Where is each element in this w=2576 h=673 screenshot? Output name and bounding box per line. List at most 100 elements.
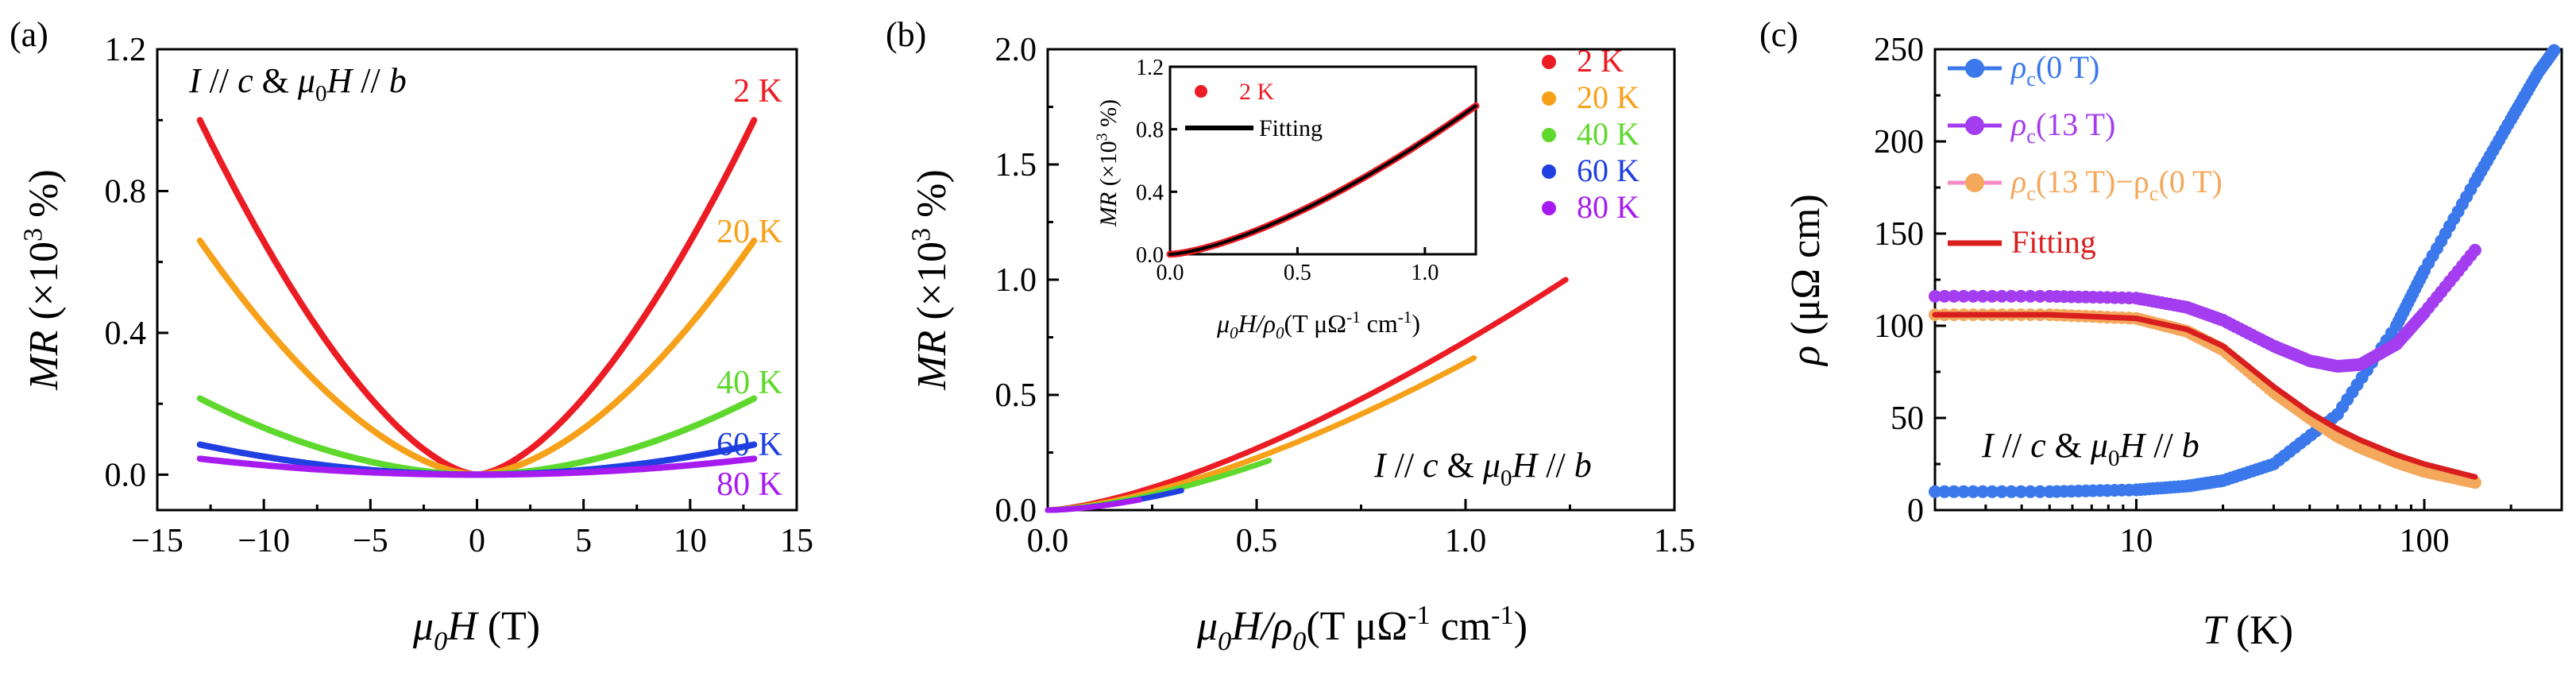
inset-y-axis-label-part: MR [1095, 192, 1122, 227]
annotation-part: μ [297, 61, 315, 100]
x-tick-label: 100 [2400, 523, 2450, 559]
legend-label-part: c [2026, 124, 2036, 148]
inset-y-axis-label: MR (×103 %) [1094, 99, 1122, 227]
x-tick-label: −10 [238, 523, 290, 559]
series-label: 60 K [716, 427, 782, 463]
x-axis-label-part: 0 [1292, 626, 1306, 656]
x-axis-label-part: ) [1514, 604, 1527, 649]
panel-label: (a) [10, 15, 48, 54]
y-tick-label: 0.8 [105, 173, 147, 210]
legend-marker [1965, 116, 1984, 135]
inset-x-tick-label: 0.0 [1157, 261, 1184, 285]
inset-fit-line [1168, 104, 1477, 256]
series-points [1929, 243, 2481, 373]
data-point [2024, 485, 2037, 498]
annotation-part: // [1994, 426, 2030, 465]
x-axis-label-part: 0 [1218, 626, 1231, 656]
annotation: I // c & μ0H // b [1981, 426, 2199, 471]
data-point [2033, 289, 2047, 303]
legend-label: ρc(0 T) [2010, 49, 2099, 91]
legend-label-part: (13 T) [2036, 106, 2115, 142]
data-point [1995, 289, 2009, 303]
legend-marker [1542, 128, 1556, 142]
x-tick-label: 0.5 [1236, 523, 1278, 559]
y-axis-label-part: ρ [1783, 346, 1829, 367]
data-point [2014, 485, 2028, 498]
y-tick-label: 100 [1874, 308, 1924, 345]
inset-x-tick-label: 1.0 [1411, 261, 1439, 285]
x-axis-label-part: H/ρ [1230, 604, 1292, 649]
x-axis-label-part: μ [412, 604, 434, 649]
series-line [196, 117, 758, 478]
x-tick-label: 1.5 [1654, 523, 1696, 559]
series-label: 80 K [716, 466, 782, 503]
annotation-part: b [1574, 446, 1592, 485]
annotation-part: & [2046, 426, 2091, 465]
x-axis-label-part: μ [1196, 604, 1218, 649]
annotation-part: c [1423, 446, 1439, 485]
plot-frame [156, 48, 798, 512]
y-tick-label: 1.0 [995, 262, 1037, 299]
legend-label: 60 K [1577, 153, 1639, 188]
x-axis-label-part: (T μΩ [1306, 604, 1408, 649]
data-point [2468, 476, 2481, 489]
series-line [1932, 311, 2478, 480]
annotation-part: // [2145, 426, 2181, 465]
inset-frame [1168, 65, 1477, 256]
inset-legend-label: Fitting [1259, 115, 1323, 141]
data-point [1938, 485, 1951, 498]
inset-y-axis-label-part: 3 [1094, 133, 1111, 141]
data-point [1948, 289, 1960, 303]
y-axis-label-part: (μΩ cm) [1783, 194, 1829, 346]
data-point [2547, 44, 2561, 57]
y-axis-label: MR (×103 %) [17, 169, 67, 391]
annotation-part: I [188, 61, 203, 100]
data-point [1976, 289, 1990, 303]
inset-y-axis-label-part: %) [1095, 99, 1122, 133]
annotation-part: μ [2090, 426, 2108, 465]
y-axis-label-part: (×10 [910, 242, 955, 331]
inset-legend-label: 2 K [1239, 79, 1275, 105]
y-tick-label: 0.0 [105, 457, 147, 493]
data-point [1957, 289, 1971, 303]
legend-label: Fitting [2011, 224, 2096, 260]
legend-label-part: c [2149, 181, 2159, 205]
y-axis-label-part: %) [21, 169, 67, 228]
panel-label: (b) [886, 15, 926, 54]
series-line [196, 441, 758, 478]
x-axis-label-part: 0 [434, 626, 447, 656]
series-points [1929, 44, 2561, 498]
legend-label: ρc(13 T)−ρc(0 T) [2010, 164, 2223, 205]
x-tick-label: 10 [674, 523, 707, 559]
y-tick-label: 0.4 [105, 315, 147, 352]
data-point [1976, 485, 1990, 498]
x-tick-label: 10 [2119, 523, 2153, 559]
legend-label-part: (0 T) [2159, 164, 2223, 199]
x-axis-label-part: -1 [1491, 600, 1514, 630]
series-label: 40 K [716, 365, 782, 401]
y-tick-label: 0.5 [995, 377, 1037, 414]
x-tick-label: 5 [575, 523, 592, 559]
y-axis-label: ρ (μΩ cm) [1783, 194, 1829, 367]
annotation: I // c & μ0H // b [1373, 446, 1592, 491]
y-tick-label: 0 [1907, 493, 1924, 529]
inset-x-axis-label-part: 0 [1230, 323, 1238, 342]
data-point [1957, 485, 1971, 498]
x-axis-label: T (K) [2203, 608, 2293, 653]
legend-marker [1965, 59, 1984, 78]
annotation-part: b [389, 61, 407, 100]
x-tick-label: 1.0 [1445, 523, 1487, 559]
y-axis-label-part: %) [910, 169, 955, 228]
x-axis-label-part: (K) [2226, 608, 2293, 653]
inset-x-axis-label-part: μ [1216, 309, 1230, 338]
legend-label: ρc(13 T) [2010, 106, 2115, 148]
legend-label-part: (13 T)−ρ [2036, 164, 2149, 199]
annotation-part: c [238, 61, 253, 100]
annotation-part: μ [1482, 446, 1500, 485]
annotation-part: H [326, 61, 353, 100]
inset: 0.0 0.5 1.00.00.40.81.22 KFittingμ0H/ρ0(T … [1094, 56, 1480, 342]
inset-y-tick-label: 0.0 [1136, 243, 1164, 268]
data-point [2005, 485, 2018, 498]
